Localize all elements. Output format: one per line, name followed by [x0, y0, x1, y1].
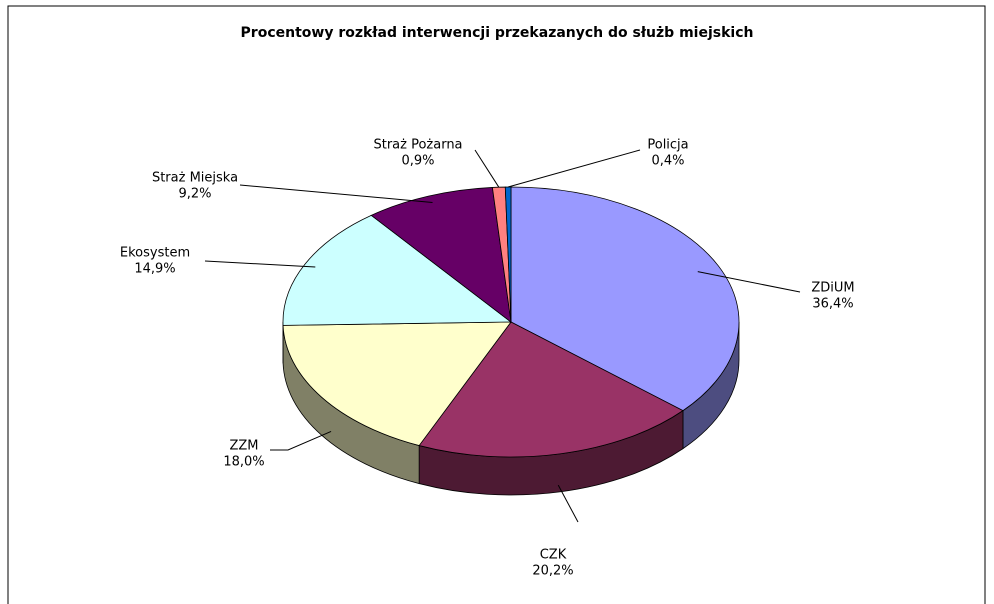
slice-value-label: 20,2% — [532, 564, 573, 579]
slice — [370, 187, 512, 323]
slice — [282, 321, 512, 447]
slice-label: Policja — [647, 138, 688, 153]
slice-value-label: 14,9% — [134, 262, 175, 277]
leader-line — [474, 149, 500, 188]
slice-value-label: 36,4% — [812, 297, 853, 312]
slice-label: Straż Pożarna — [373, 138, 462, 153]
slice-value-label: 18,0% — [223, 455, 264, 470]
slice — [510, 186, 740, 412]
slice-value-label: 0,4% — [651, 154, 684, 169]
leader-line — [270, 430, 332, 451]
chart-title: Procentowy rozkład interwencji przekazan… — [241, 25, 754, 41]
slice-label: ZZM — [229, 439, 258, 454]
slice — [418, 321, 684, 458]
leader-line — [557, 484, 579, 523]
leader-line — [697, 271, 801, 293]
slice-label: Ekosystem — [120, 246, 190, 261]
slice-value-label: 0,9% — [401, 154, 434, 169]
slice — [504, 186, 512, 323]
leader-line — [239, 184, 433, 203]
slice — [282, 214, 513, 326]
leader-line — [204, 260, 316, 268]
slice-label: Straż Miejska — [152, 171, 238, 186]
slice-label: ZDiUM — [811, 281, 854, 296]
leader-line — [507, 149, 641, 188]
slice-label: CZK — [540, 548, 567, 563]
slice-value-label: 9,2% — [178, 187, 211, 202]
